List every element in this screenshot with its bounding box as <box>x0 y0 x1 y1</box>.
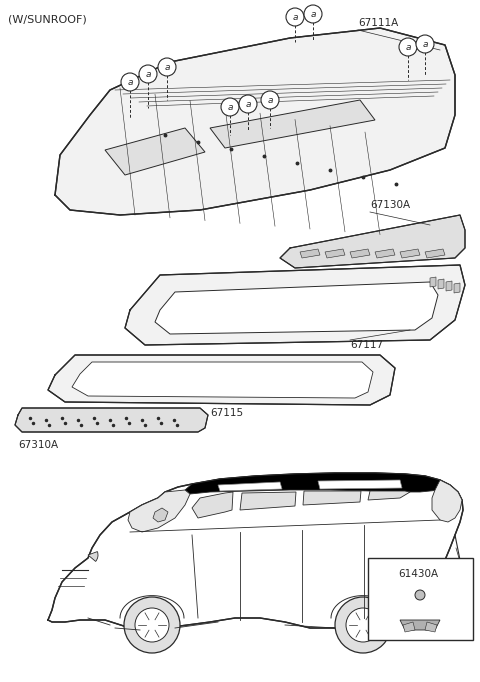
Circle shape <box>239 95 257 113</box>
Polygon shape <box>15 408 208 432</box>
Polygon shape <box>403 622 415 632</box>
Polygon shape <box>185 473 445 494</box>
FancyBboxPatch shape <box>368 558 473 640</box>
Text: a: a <box>310 10 316 19</box>
Circle shape <box>121 73 139 91</box>
Polygon shape <box>300 249 320 258</box>
Polygon shape <box>325 249 345 258</box>
Text: 67115: 67115 <box>210 408 243 418</box>
Text: (W/SUNROOF): (W/SUNROOF) <box>8 14 87 24</box>
Wedge shape <box>88 552 98 561</box>
Polygon shape <box>375 249 395 258</box>
Circle shape <box>416 35 434 53</box>
Polygon shape <box>105 128 205 175</box>
Polygon shape <box>155 282 438 334</box>
Polygon shape <box>400 620 440 630</box>
Text: 67310A: 67310A <box>18 440 58 450</box>
Text: a: a <box>164 63 170 72</box>
Polygon shape <box>192 492 233 518</box>
Circle shape <box>135 608 169 642</box>
Circle shape <box>415 590 425 600</box>
Circle shape <box>261 91 279 109</box>
Text: a: a <box>382 570 388 579</box>
Polygon shape <box>425 249 445 258</box>
Circle shape <box>124 597 180 653</box>
Polygon shape <box>280 215 465 268</box>
Polygon shape <box>438 279 444 289</box>
Circle shape <box>399 38 417 56</box>
Circle shape <box>139 65 157 83</box>
Polygon shape <box>240 492 296 510</box>
Text: a: a <box>245 100 251 109</box>
Polygon shape <box>368 491 410 500</box>
Polygon shape <box>72 362 373 398</box>
Polygon shape <box>48 473 463 628</box>
Polygon shape <box>430 277 436 287</box>
Circle shape <box>377 566 393 582</box>
Polygon shape <box>454 283 460 293</box>
Text: 67111A: 67111A <box>358 18 398 28</box>
Text: 61430A: 61430A <box>398 569 438 579</box>
Text: a: a <box>292 13 298 22</box>
Polygon shape <box>48 355 395 405</box>
Circle shape <box>346 608 380 642</box>
Polygon shape <box>425 622 437 632</box>
Polygon shape <box>303 491 361 505</box>
Circle shape <box>286 8 304 26</box>
Text: a: a <box>145 70 151 79</box>
Polygon shape <box>218 482 282 491</box>
Polygon shape <box>446 281 452 291</box>
Circle shape <box>158 58 176 76</box>
Polygon shape <box>400 249 420 258</box>
Text: a: a <box>405 43 411 52</box>
Circle shape <box>221 98 239 116</box>
Text: 67117: 67117 <box>350 340 383 350</box>
Text: a: a <box>267 96 273 105</box>
Circle shape <box>335 597 391 653</box>
Circle shape <box>304 5 322 23</box>
Text: a: a <box>422 40 428 49</box>
Polygon shape <box>153 508 168 522</box>
Polygon shape <box>210 100 375 148</box>
Polygon shape <box>318 480 402 489</box>
Polygon shape <box>128 490 190 532</box>
Text: a: a <box>127 78 133 87</box>
Polygon shape <box>350 249 370 258</box>
Text: a: a <box>227 103 233 112</box>
Text: 67130A: 67130A <box>370 200 410 210</box>
Polygon shape <box>55 28 455 215</box>
Polygon shape <box>432 480 462 522</box>
Polygon shape <box>125 265 465 345</box>
